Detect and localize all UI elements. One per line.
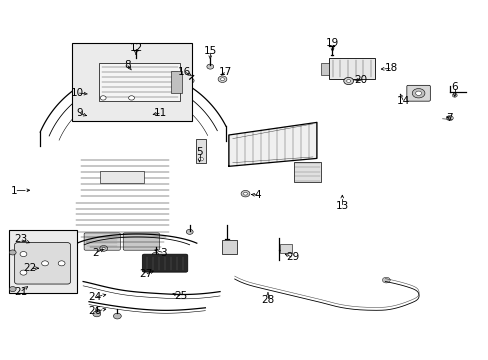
Circle shape	[147, 116, 151, 118]
Text: 4: 4	[254, 190, 261, 200]
Text: 25: 25	[174, 291, 187, 301]
Text: 3: 3	[160, 248, 167, 258]
Text: 11: 11	[153, 108, 167, 118]
Circle shape	[346, 80, 350, 82]
Bar	[195, 139, 206, 163]
Text: 1: 1	[10, 186, 17, 196]
Circle shape	[206, 64, 213, 69]
Circle shape	[129, 70, 136, 75]
Circle shape	[20, 252, 27, 257]
Bar	[328, 58, 374, 79]
Text: 22: 22	[23, 263, 37, 273]
Text: 21: 21	[14, 287, 27, 297]
Circle shape	[9, 250, 16, 255]
Circle shape	[100, 246, 107, 251]
Circle shape	[100, 96, 106, 100]
Text: 29: 29	[285, 252, 299, 262]
Circle shape	[93, 311, 101, 317]
Bar	[171, 71, 182, 93]
FancyBboxPatch shape	[84, 233, 120, 250]
Text: 17: 17	[218, 67, 231, 77]
Circle shape	[41, 261, 48, 266]
Circle shape	[187, 78, 194, 83]
Bar	[100, 171, 144, 183]
Text: 5: 5	[196, 147, 203, 157]
Text: 14: 14	[396, 96, 409, 106]
Circle shape	[9, 287, 16, 292]
Bar	[294, 162, 321, 182]
Circle shape	[20, 270, 27, 275]
Bar	[222, 240, 237, 254]
Text: 23: 23	[14, 234, 27, 244]
Circle shape	[243, 192, 247, 195]
Text: 26: 26	[88, 306, 102, 316]
Circle shape	[382, 277, 389, 283]
Circle shape	[446, 116, 452, 121]
Text: 7: 7	[446, 113, 452, 123]
Text: 9: 9	[76, 108, 82, 118]
Circle shape	[86, 116, 92, 120]
Circle shape	[241, 190, 249, 197]
Bar	[321, 63, 328, 75]
Text: 2: 2	[92, 248, 99, 258]
Text: 18: 18	[384, 63, 397, 73]
Circle shape	[451, 94, 456, 97]
FancyBboxPatch shape	[406, 85, 429, 101]
Circle shape	[415, 91, 421, 95]
Text: 27: 27	[139, 269, 152, 279]
FancyBboxPatch shape	[123, 233, 159, 250]
Text: 13: 13	[335, 201, 348, 211]
Bar	[72, 43, 192, 121]
Text: 6: 6	[450, 82, 457, 92]
Polygon shape	[228, 122, 316, 166]
Circle shape	[220, 78, 224, 81]
Text: 19: 19	[325, 38, 339, 48]
Text: 15: 15	[203, 46, 217, 56]
Text: 28: 28	[261, 294, 274, 305]
Text: 16: 16	[178, 67, 191, 77]
Circle shape	[58, 261, 65, 266]
Text: 24: 24	[88, 292, 102, 302]
Text: 10: 10	[71, 88, 83, 98]
Circle shape	[198, 157, 203, 161]
Text: 8: 8	[123, 60, 130, 70]
Bar	[99, 63, 180, 101]
Circle shape	[92, 116, 98, 120]
Circle shape	[411, 89, 424, 98]
Circle shape	[128, 96, 134, 100]
FancyBboxPatch shape	[142, 254, 187, 272]
Circle shape	[113, 313, 121, 319]
Bar	[9, 230, 77, 293]
Circle shape	[218, 76, 226, 82]
Circle shape	[102, 247, 105, 249]
Bar	[279, 244, 291, 253]
Circle shape	[343, 77, 353, 85]
Text: 20: 20	[354, 75, 366, 85]
FancyBboxPatch shape	[15, 243, 70, 284]
Circle shape	[144, 114, 153, 120]
Circle shape	[152, 252, 159, 257]
Circle shape	[186, 229, 193, 234]
Text: 12: 12	[129, 42, 142, 53]
